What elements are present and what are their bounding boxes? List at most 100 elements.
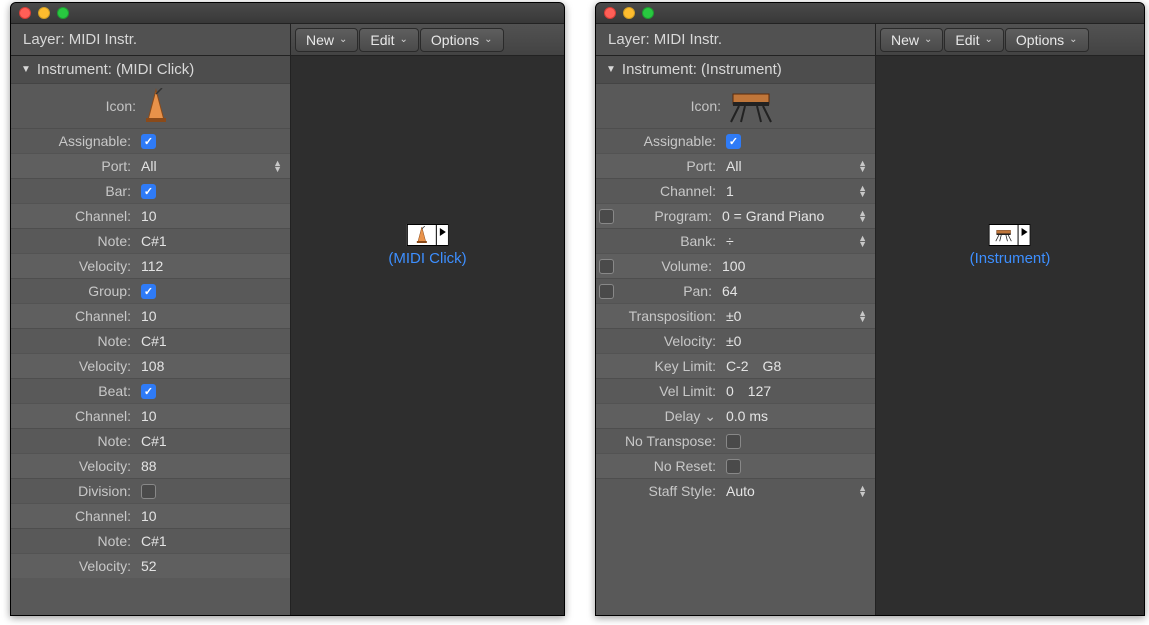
layer-selector[interactable]: Layer:MIDI Instr. xyxy=(11,24,291,55)
chevron-down-icon: ⌄ xyxy=(400,34,408,45)
green-traffic-light[interactable] xyxy=(642,7,654,19)
checkbox[interactable] xyxy=(141,484,156,499)
property-value[interactable]: All▲▼ xyxy=(722,158,875,174)
toolbar-menu-new[interactable]: New⌄ xyxy=(295,28,358,52)
disclosure-triangle-icon[interactable]: ▼ xyxy=(606,64,616,75)
chevron-down-icon: ⌄ xyxy=(484,34,492,45)
checkbox[interactable] xyxy=(726,134,741,149)
property-value[interactable]: 10 xyxy=(137,508,290,524)
checkbox[interactable] xyxy=(726,459,741,474)
property-value[interactable]: All▲▼ xyxy=(137,158,290,174)
red-traffic-light[interactable] xyxy=(19,7,31,19)
checkbox[interactable] xyxy=(726,434,741,449)
property-value[interactable]: 10 xyxy=(137,408,290,424)
property-value[interactable]: 10 xyxy=(137,308,290,324)
property-value[interactable]: C-2 G8 xyxy=(722,358,875,374)
property-label: Bank: xyxy=(596,233,722,249)
property-value[interactable]: Auto ▲▼ xyxy=(722,483,875,499)
toolbar-menu-edit[interactable]: Edit⌄ xyxy=(359,28,419,52)
property-value[interactable]: C#1 xyxy=(137,533,290,549)
property-value[interactable]: 100 xyxy=(718,258,875,274)
property-value[interactable]: 0 127 xyxy=(722,383,875,399)
layer-label: Layer: xyxy=(23,31,65,48)
property-value[interactable]: C#1 xyxy=(137,333,290,349)
property-label: Velocity: xyxy=(11,258,137,274)
enable-checkbox[interactable] xyxy=(596,259,616,274)
property-value[interactable] xyxy=(722,134,875,149)
property-value[interactable] xyxy=(137,184,290,199)
enable-checkbox[interactable] xyxy=(596,209,616,224)
property-value[interactable] xyxy=(137,484,290,499)
stepper-arrows-icon[interactable]: ▲▼ xyxy=(273,160,282,172)
enable-checkbox[interactable] xyxy=(596,284,616,299)
property-value[interactable]: 10 xyxy=(137,208,290,224)
inspector-panel: ▼Instrument: (MIDI Click)Icon: Assignabl… xyxy=(11,56,291,615)
property-value[interactable]: 0 = Grand Piano▲▼ xyxy=(718,208,875,224)
toolbar-menu-new[interactable]: New⌄ xyxy=(880,28,943,52)
property-value-text: 64 xyxy=(722,283,738,299)
stepper-arrows-icon[interactable]: ▲▼ xyxy=(858,210,867,222)
property-value[interactable]: 1▲▼ xyxy=(722,183,875,199)
toolbar-menu-label: New xyxy=(891,32,919,48)
instrument-icon[interactable] xyxy=(142,88,282,124)
chevron-down-icon: ⌄ xyxy=(339,34,347,45)
environment-object-label: (MIDI Click) xyxy=(388,250,466,267)
checkbox[interactable] xyxy=(141,134,156,149)
inspector-header[interactable]: ▼Instrument: (MIDI Click) xyxy=(11,56,290,84)
environment-object-icon xyxy=(406,224,448,246)
inspector-header[interactable]: ▼Instrument: (Instrument) xyxy=(596,56,875,84)
property-row: Channel:10 xyxy=(11,503,290,528)
red-traffic-light[interactable] xyxy=(604,7,616,19)
toolbar-menu-edit[interactable]: Edit⌄ xyxy=(944,28,1004,52)
environment-object[interactable]: (Instrument) xyxy=(970,224,1051,267)
disclosure-triangle-icon[interactable]: ▼ xyxy=(21,64,31,75)
window-body: ▼Instrument: (Instrument)Icon: Assignabl… xyxy=(596,56,1144,615)
environment-canvas[interactable]: (MIDI Click) xyxy=(291,56,564,615)
property-value[interactable] xyxy=(137,134,290,149)
property-label: Port: xyxy=(11,158,137,174)
stepper-arrows-icon[interactable]: ▲▼ xyxy=(858,485,867,497)
stepper-arrows-icon[interactable]: ▲▼ xyxy=(858,235,867,247)
property-value[interactable] xyxy=(137,284,290,299)
property-label: Program: xyxy=(616,208,718,224)
property-value[interactable] xyxy=(722,434,875,449)
toolbar: New⌄Edit⌄Options⌄ xyxy=(876,24,1144,55)
property-value[interactable]: 88 xyxy=(137,458,290,474)
property-value[interactable]: C#1 xyxy=(137,233,290,249)
property-label: Key Limit: xyxy=(596,358,722,374)
checkbox[interactable] xyxy=(141,184,156,199)
instrument-icon[interactable] xyxy=(727,88,867,124)
checkbox[interactable] xyxy=(141,384,156,399)
stepper-arrows-icon[interactable]: ▲▼ xyxy=(858,310,867,322)
property-value-text: Auto xyxy=(726,483,755,499)
checkbox[interactable] xyxy=(141,284,156,299)
property-value[interactable] xyxy=(722,459,875,474)
property-value-text: C#1 xyxy=(141,233,167,249)
yellow-traffic-light[interactable] xyxy=(38,7,50,19)
icon-label: Icon: xyxy=(601,98,727,114)
layer-value: MIDI Instr. xyxy=(69,31,137,48)
property-value-text: 10 xyxy=(141,208,157,224)
stepper-arrows-icon[interactable]: ▲▼ xyxy=(858,185,867,197)
environment-object[interactable]: (MIDI Click) xyxy=(388,224,466,267)
yellow-traffic-light[interactable] xyxy=(623,7,635,19)
property-value[interactable]: 112 xyxy=(137,258,290,274)
property-value[interactable]: 0.0 ms xyxy=(722,408,875,424)
stepper-arrows-icon[interactable]: ▲▼ xyxy=(858,160,867,172)
environment-canvas[interactable]: (Instrument) xyxy=(876,56,1144,615)
property-label: Velocity: xyxy=(11,458,137,474)
layer-selector[interactable]: Layer:MIDI Instr. xyxy=(596,24,876,55)
property-value[interactable]: 52 xyxy=(137,558,290,574)
green-traffic-light[interactable] xyxy=(57,7,69,19)
property-value[interactable]: ÷▲▼ xyxy=(722,233,875,249)
property-value[interactable]: ±0▲▼ xyxy=(722,308,875,324)
property-value[interactable]: 64 xyxy=(718,283,875,299)
property-value-text: 0 127 xyxy=(726,383,771,399)
toolbar-menu-options[interactable]: Options⌄ xyxy=(420,28,504,52)
property-value[interactable]: ±0 xyxy=(722,333,875,349)
property-value[interactable]: 108 xyxy=(137,358,290,374)
property-value[interactable] xyxy=(137,384,290,399)
property-value[interactable]: C#1 xyxy=(137,433,290,449)
property-value-text: 0.0 ms xyxy=(726,408,768,424)
toolbar-menu-options[interactable]: Options⌄ xyxy=(1005,28,1089,52)
